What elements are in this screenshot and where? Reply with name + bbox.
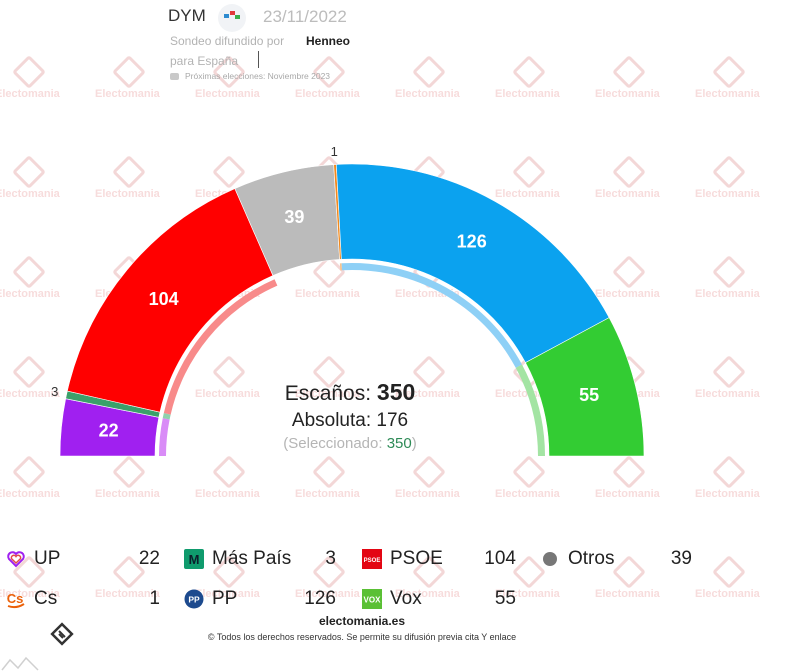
seat-segment-vox[interactable]	[525, 317, 645, 457]
legend-value: 22	[138, 548, 160, 569]
seat-label-vox: 55	[579, 385, 599, 405]
total-seats-label: Escaños:	[284, 382, 372, 405]
psoe-logo: PSOE	[362, 549, 382, 569]
inner-ring	[159, 263, 545, 456]
legend-item-cs[interactable]: Cs Cs 1	[6, 586, 166, 612]
svg-text:PP: PP	[188, 595, 200, 605]
cs-logo: Cs	[7, 591, 25, 609]
poll-region-text: para España	[170, 54, 239, 68]
legend-value: 1	[149, 588, 160, 609]
pollster-name: DYM	[168, 6, 206, 25]
seat-label-m-s-pa-s: 3	[51, 384, 58, 399]
seat-label-psoe: 104	[149, 289, 179, 309]
selected-label: (Seleccionado:	[283, 435, 383, 452]
legend-name: UP	[34, 548, 61, 569]
pollster-logo	[218, 4, 246, 32]
heart-icon	[7, 551, 25, 568]
seat-label-otros: 39	[284, 207, 304, 227]
party-legend: UP 22 M Más País 3 PSOE PSOE 104 Otros 3…	[0, 540, 799, 620]
footer-site: electomania.es	[318, 614, 406, 628]
inner-segment-m-s-pa-s	[162, 413, 171, 420]
total-seats-value: 350	[376, 379, 416, 405]
next-elections-note: Próximas elecciones: Noviembre 2023	[170, 71, 330, 81]
legend-value: 39	[670, 548, 692, 569]
mas-pais-logo: M	[184, 549, 204, 569]
svg-text:M: M	[189, 552, 200, 567]
legend-item-vox[interactable]: VOX Vox 55	[362, 586, 522, 612]
legend-value: 55	[494, 588, 516, 609]
text-cursor	[258, 51, 259, 68]
inner-segment-up	[159, 418, 170, 456]
legend-name: PP	[212, 588, 238, 609]
svg-text:PSOE: PSOE	[364, 558, 381, 564]
pp-logo: PP	[184, 589, 204, 609]
absolute-majority: Absoluta: 176	[291, 410, 409, 431]
ballot-icon	[170, 73, 179, 80]
poll-header: DYM 23/11/2022 Sondeo difundido por Henn…	[168, 4, 528, 84]
legend-name: PSOE	[390, 548, 443, 569]
legend-name: Más País	[212, 548, 292, 569]
corner-decoration	[1, 656, 39, 671]
legend-name: Otros	[568, 548, 615, 569]
inner-segment-pp	[341, 263, 522, 368]
svg-text:VOX: VOX	[364, 596, 382, 605]
seat-label-pp: 126	[457, 232, 487, 252]
legend-name: Vox	[390, 588, 422, 609]
inner-segment-cs	[339, 263, 342, 271]
seat-segment-pp[interactable]	[335, 163, 610, 364]
poll-date: 23/11/2022	[263, 7, 347, 26]
poll-client: Henneo	[306, 34, 351, 48]
legend-item-pp[interactable]: PP PP 126	[184, 586, 344, 612]
inner-segment-vox	[515, 364, 545, 456]
hemicycle-chart: 22 3 104 39 1 126 55	[51, 144, 645, 457]
selected-close: )	[411, 435, 417, 452]
poll-disclosure-text: Sondeo difundido por	[170, 34, 285, 48]
dot-icon	[543, 552, 557, 566]
seat-labels: 22 3 104 39 1 126 55	[51, 144, 599, 441]
selected-seats: (Seleccionado: 350)	[230, 433, 470, 455]
seat-summary: Escaños: 350 Absoluta: 176 (Seleccionado…	[230, 378, 470, 455]
seat-label-up: 22	[99, 421, 119, 441]
legend-item-mas-pais[interactable]: M Más País 3	[184, 546, 344, 572]
legend-value: 104	[484, 548, 516, 569]
legend-item-otros[interactable]: Otros 39	[540, 546, 700, 572]
selected-value: 350	[386, 435, 412, 452]
legend-item-up[interactable]: UP 22	[6, 546, 166, 572]
svg-text:Cs: Cs	[7, 591, 24, 606]
total-seats-line: Escaños: 350	[230, 378, 470, 408]
outer-ring	[59, 163, 645, 457]
footer-rights: © Todos los derechos reservados. Se perm…	[207, 632, 517, 642]
legend-value: 126	[304, 588, 336, 609]
legend-value: 3	[325, 548, 336, 569]
legend-item-psoe[interactable]: PSOE PSOE 104	[362, 546, 522, 572]
next-elections-text: Próximas elecciones: Noviembre 2023	[185, 71, 331, 81]
legend-name: Cs	[34, 588, 58, 609]
vox-logo: VOX	[362, 589, 382, 609]
seat-label-cs: 1	[331, 144, 338, 159]
electomania-logo-icon	[50, 622, 74, 646]
